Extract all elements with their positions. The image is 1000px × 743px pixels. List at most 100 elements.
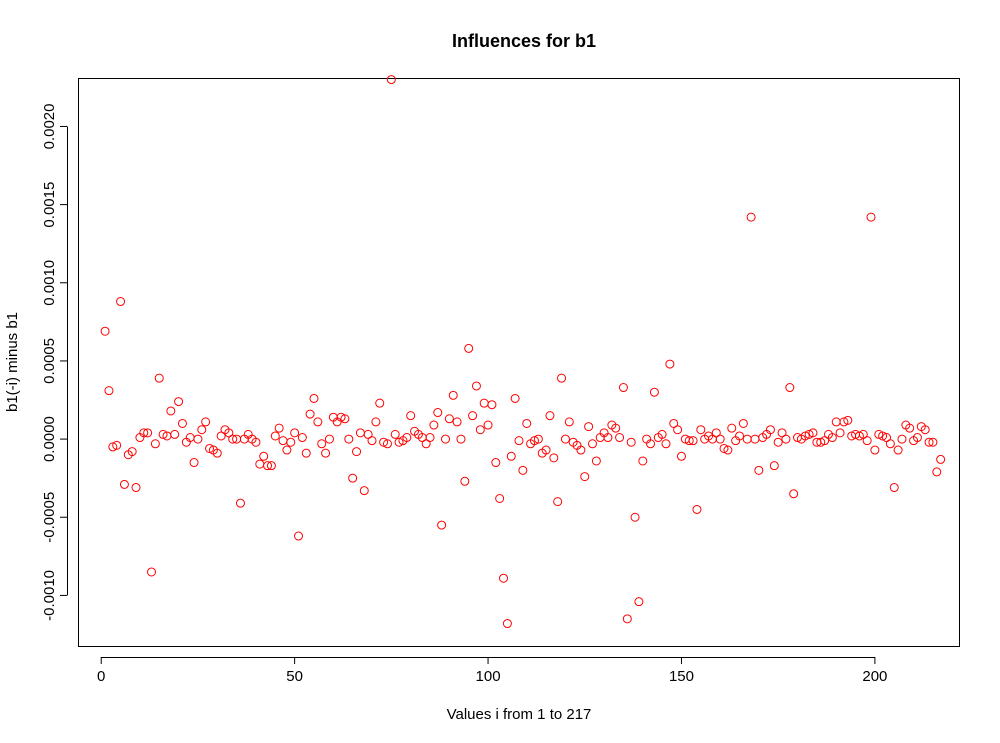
data-point [615,433,625,443]
data-point [228,434,238,444]
data-point [502,619,512,629]
data-point [827,433,837,443]
data-point [541,445,551,455]
data-point [735,431,744,441]
y-tick-label: 0.0000 [41,416,58,462]
data-point [100,326,110,336]
data-point [781,434,791,444]
data-point [297,433,307,443]
data-point [212,448,222,458]
data-point [487,400,497,410]
data-point [444,414,454,424]
data-point [661,439,671,449]
data-point [518,465,528,475]
data-point [638,456,648,466]
data-point [119,479,129,489]
data-point [143,428,153,438]
data-point [464,343,474,353]
data-point [305,409,315,419]
y-tick-label: 0.0010 [41,260,58,306]
data-point [441,434,450,444]
data-point [591,456,601,466]
data-point [634,597,644,607]
data-point [382,439,392,449]
data-point [676,451,686,461]
data-point [429,420,439,430]
data-point [193,434,203,444]
data-point [495,493,505,503]
data-point [553,497,563,507]
data-point [746,212,756,222]
data-point [468,411,478,421]
data-point [576,445,586,455]
data-point [897,434,907,444]
data-point [773,437,783,447]
data-point [785,383,795,393]
data-point [580,472,590,482]
data-point [905,423,915,433]
data-point [348,473,358,483]
data-point [174,397,184,407]
data-point [344,434,354,444]
data-point [684,436,694,446]
data-point [765,425,775,435]
data-point [448,390,458,400]
data-point [166,406,176,416]
x-tick-label: 100 [476,668,501,685]
data-point [646,439,656,449]
data-point [723,445,733,455]
data-point [874,429,884,439]
data-point [317,439,327,449]
data-point [425,433,435,443]
data-point [800,431,810,441]
data-point [282,445,292,455]
data-point [843,415,853,425]
plot-frame [78,78,960,647]
data-point [433,408,443,418]
data-point [854,431,864,441]
data-point [263,461,273,471]
y-tick-label: 0.0005 [41,338,58,384]
data-point [402,433,412,443]
data-point [839,417,849,427]
data-point [611,423,621,433]
data-point [270,431,280,441]
y-tick-label: -0.0005 [41,492,58,543]
data-point [116,297,126,307]
data-point [692,504,702,514]
data-point [499,573,509,583]
x-tick-label: 150 [669,668,694,685]
data-point [622,614,632,624]
data-points [100,75,946,629]
data-point [437,520,447,530]
data-point [808,428,818,438]
data-point [514,436,524,446]
data-point [835,428,845,438]
data-point [657,429,667,439]
data-point [313,417,323,427]
data-point [336,412,346,422]
data-point [506,451,516,461]
data-point [936,454,946,464]
data-point [301,448,311,458]
data-point [475,425,485,435]
data-point [309,393,319,403]
data-point [154,373,164,383]
data-point [460,476,470,486]
data-point [379,437,389,447]
data-point [816,437,826,447]
data-point [150,439,160,449]
data-point [522,418,532,428]
data-point [893,445,903,455]
data-point [367,436,377,446]
data-point [769,461,779,471]
x-tick-label: 50 [286,668,303,685]
data-point [286,437,296,447]
data-point [862,436,872,446]
data-point [665,359,675,369]
data-point [928,437,938,447]
y-axis: -0.0010 -0.0005 0.0000 0.0005 0.0010 0.0015 0.… [41,104,68,621]
x-axis: 0 50 100 150 200 [97,657,887,685]
data-point [235,498,245,508]
y-tick-label: 0.0020 [41,104,58,150]
